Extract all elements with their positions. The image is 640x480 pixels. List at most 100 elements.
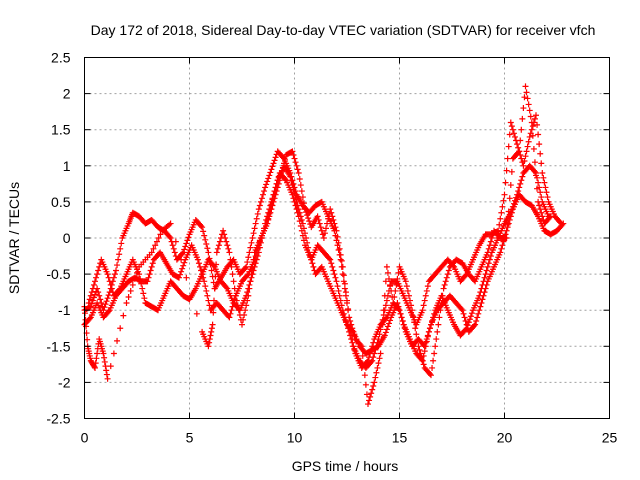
data-point-track-d [293, 198, 300, 205]
data-point-track-c [546, 214, 553, 221]
data-point-track-b [206, 302, 213, 309]
y-tick-label: -0.5 [46, 266, 70, 282]
data-point-track-a [89, 297, 96, 304]
data-point-track-a [183, 240, 190, 247]
data-point-track-d [466, 316, 473, 323]
data-point-track-b [478, 299, 485, 306]
data-point-track-d [484, 263, 491, 270]
data-point-track-c [536, 202, 543, 209]
x-tick-label: 20 [497, 430, 513, 446]
data-point-track-d [252, 260, 259, 267]
data-point-track-d [395, 303, 402, 310]
y-tick-label: 0 [63, 230, 71, 246]
data-point-track-d [268, 198, 275, 205]
data-point-track-d [92, 278, 98, 285]
data-point-track-c [211, 297, 217, 304]
data-point-track-a [101, 304, 108, 311]
data-point-track-b [194, 256, 201, 263]
data-point-track-d [307, 253, 314, 260]
data-point-track-d [422, 343, 429, 350]
data-point-track-a [335, 247, 342, 254]
data-point-track-d [270, 191, 277, 198]
data-point-track-c [225, 245, 232, 252]
data-point-track-b [328, 260, 335, 267]
data-point-track-a [242, 265, 249, 272]
data-point-track-c [102, 363, 109, 370]
data-point-track-c [380, 307, 387, 314]
data-point-track-c [127, 287, 134, 294]
data-point-track-c [340, 272, 347, 279]
data-point-track-d [428, 321, 434, 328]
data-point-track-d [384, 323, 391, 330]
data-point-track-d [116, 286, 123, 293]
data-point-track-c [104, 375, 111, 382]
data-point-track-a [529, 123, 536, 130]
x-axis-ticks: 0 5 10 15 20 25 [81, 57, 617, 446]
data-point-track-a [505, 143, 512, 150]
data-point-track-c [92, 360, 99, 367]
data-point-track-b [472, 321, 479, 328]
data-point-track-d [140, 290, 147, 297]
data-point-track-c [230, 278, 237, 285]
data-point-track-a [525, 138, 532, 145]
data-point-track-d [431, 310, 438, 317]
data-point-track-a [520, 162, 527, 169]
data-point-track-c [347, 318, 354, 325]
data-point-track-c [298, 188, 305, 195]
data-point-track-a [205, 249, 212, 256]
data-point-track-c [82, 310, 89, 317]
data-point-track-c [539, 213, 546, 220]
data-point-track-a [507, 119, 514, 126]
data-point-track-a [243, 263, 250, 270]
data-point-track-d [480, 278, 487, 285]
data-point-track-a [419, 307, 426, 314]
data-point-track-c [333, 227, 340, 234]
data-point-track-c [101, 354, 108, 361]
data-point-track-c [379, 321, 386, 328]
data-point-track-c [328, 209, 335, 216]
x-tick-label: 0 [81, 430, 89, 446]
data-point-track-c [228, 263, 235, 270]
data-point-track-d [485, 260, 492, 267]
data-point-track-b [205, 297, 212, 304]
data-point-track-a [497, 215, 504, 222]
data-point-track-a [90, 294, 97, 301]
data-point-track-c [345, 305, 352, 312]
data-point-track-b [331, 271, 338, 278]
data-point-track-c [368, 390, 375, 397]
data-point-track-a [509, 126, 516, 133]
data-point-track-b [459, 307, 466, 314]
data-point-track-c [515, 149, 522, 156]
data-point-track-b [461, 314, 468, 321]
data-point-track-d [141, 295, 148, 302]
data-point-track-c [223, 238, 230, 245]
data-point-track-d [253, 256, 260, 263]
data-point-track-b [244, 272, 251, 279]
data-point-track-b [332, 274, 339, 281]
data-point-track-b [473, 318, 480, 325]
data-point-track-a [542, 184, 549, 191]
data-point-track-c [157, 231, 164, 238]
data-point-track-d [516, 184, 523, 191]
data-point-track-c [429, 364, 436, 371]
data-point-track-d [383, 326, 390, 333]
data-point-track-a [524, 143, 531, 150]
data-point-track-c [435, 321, 442, 328]
data-point-track-c [155, 235, 162, 241]
data-point-track-c [229, 271, 236, 278]
data-point-track-d [267, 202, 274, 209]
data-point-track-c [167, 220, 174, 227]
data-point-track-c [531, 159, 538, 166]
data-point-track-a [290, 180, 297, 187]
data-point-track-c [107, 363, 114, 370]
data-point-track-d [271, 188, 278, 195]
data-point-track-a [88, 300, 95, 307]
data-point-track-c [432, 343, 439, 350]
data-point-track-d [272, 184, 279, 191]
data-point-track-c [172, 238, 179, 245]
data-point-track-d [512, 197, 518, 204]
data-point-track-c [375, 360, 382, 367]
data-point-track-a [118, 240, 125, 247]
data-point-track-d [545, 213, 552, 220]
data-point-track-d [264, 213, 271, 220]
